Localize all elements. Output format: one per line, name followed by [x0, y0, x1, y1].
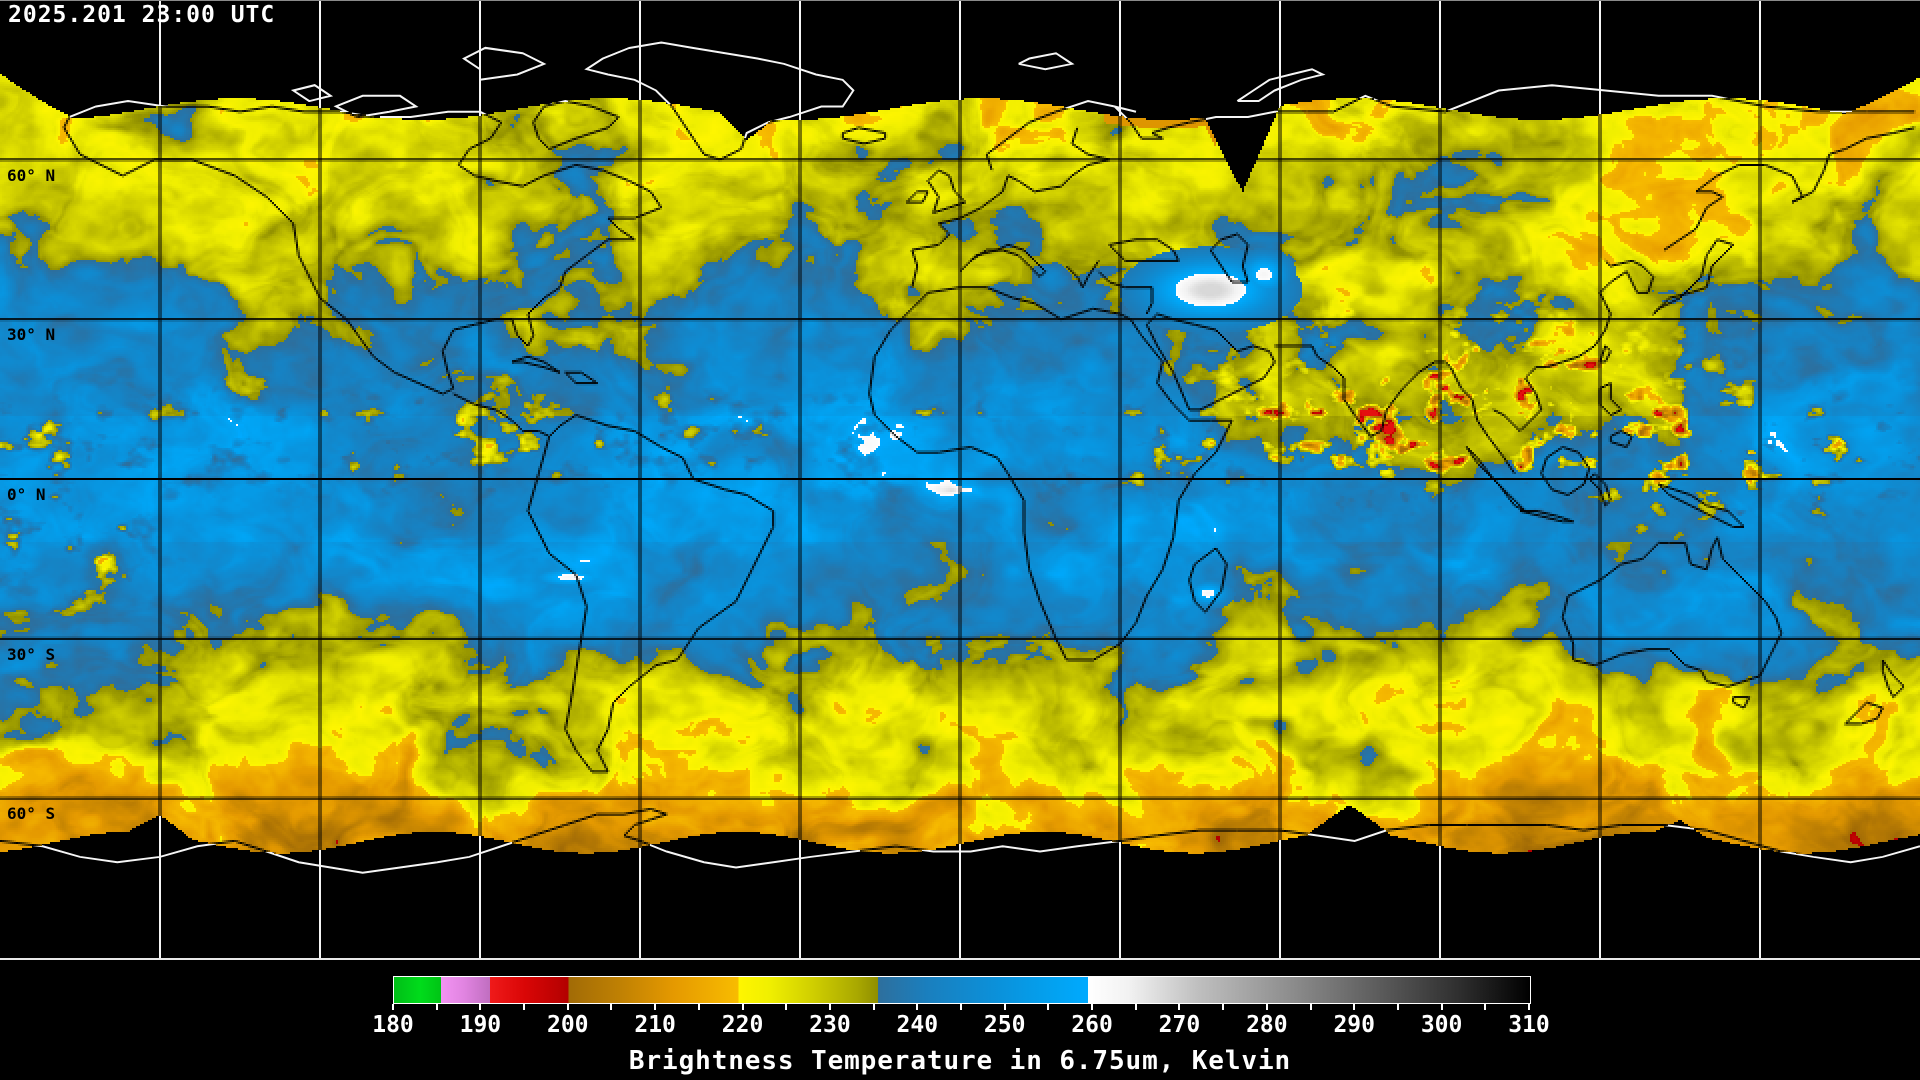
colorbar-tick	[1134, 1004, 1137, 1010]
colorbar-gradient	[394, 977, 1530, 1003]
colorbar-tick	[435, 1004, 438, 1010]
colorbar-tick	[697, 1004, 700, 1010]
colorbar-tick-label: 290	[1333, 1012, 1375, 1038]
colorbar-tick	[1309, 1004, 1312, 1010]
colorbar-tick-label: 280	[1246, 1012, 1288, 1038]
latitude-label: 30° S	[7, 644, 56, 664]
colorbar-tick	[566, 1004, 569, 1010]
colorbar-caption: Brightness Temperature in 6.75um, Kelvin	[628, 1046, 1292, 1076]
colorbar-tick	[1222, 1004, 1225, 1010]
world-map: 2025.201 23:00 UTC 60° N 30° N 0° N 30° S 60…	[0, 0, 1920, 960]
colorbar-tick	[523, 1004, 526, 1010]
brightness-temperature-map-canvas	[0, 0, 1920, 958]
colorbar-tick	[1178, 1004, 1181, 1010]
latitude-label: 30° N	[7, 325, 56, 345]
colorbar-tick-label: 190	[459, 1012, 502, 1038]
map-top-border	[0, 0, 1920, 1]
colorbar-tick	[1003, 1004, 1006, 1010]
colorbar-tick	[828, 1004, 831, 1010]
colorbar-tick	[960, 1004, 962, 1010]
colorbar-tick-label: 210	[634, 1012, 676, 1038]
colorbar-tick-label: 300	[1420, 1012, 1463, 1038]
colorbar-tick-label: 250	[983, 1012, 1026, 1038]
colorbar-tick-label: 220	[721, 1012, 764, 1038]
colorbar-tick	[610, 1004, 613, 1010]
colorbar-tick	[1091, 1004, 1094, 1010]
map-bottom-border	[0, 958, 1920, 960]
colorbar-tick-label: 180	[372, 1012, 414, 1038]
latitude-label: 0° N	[7, 485, 46, 504]
latitude-label: 60° S	[7, 804, 56, 824]
colorbar-tick-label: 260	[1071, 1012, 1113, 1038]
latitude-label: 60° N	[7, 165, 56, 185]
colorbar-tick-label: 230	[809, 1012, 851, 1038]
colorbar-tick	[1265, 1004, 1268, 1010]
colorbar-tick	[916, 1004, 919, 1010]
colorbar-tick-label: 270	[1158, 1012, 1201, 1038]
colorbar-tick	[741, 1004, 744, 1010]
colorbar-tick	[785, 1004, 788, 1010]
colorbar-tick-label: 200	[546, 1012, 589, 1038]
colorbar-tick	[392, 1004, 394, 1010]
colorbar-tick	[1528, 1004, 1530, 1010]
colorbar-tick	[1440, 1004, 1443, 1010]
colorbar-tick	[872, 1004, 875, 1010]
colorbar-tick	[1484, 1004, 1487, 1010]
colorbar-tick	[1047, 1004, 1050, 1010]
colorbar	[393, 976, 1531, 1004]
colorbar-tick-label: 310	[1508, 1012, 1550, 1038]
colorbar-tick-label: 240	[896, 1012, 939, 1038]
colorbar-tick	[1353, 1004, 1356, 1010]
timestamp: 2025.201 23:00 UTC	[8, 2, 276, 28]
colorbar-tick	[1396, 1004, 1399, 1010]
colorbar-tick	[654, 1004, 657, 1010]
colorbar-tick	[479, 1004, 482, 1010]
